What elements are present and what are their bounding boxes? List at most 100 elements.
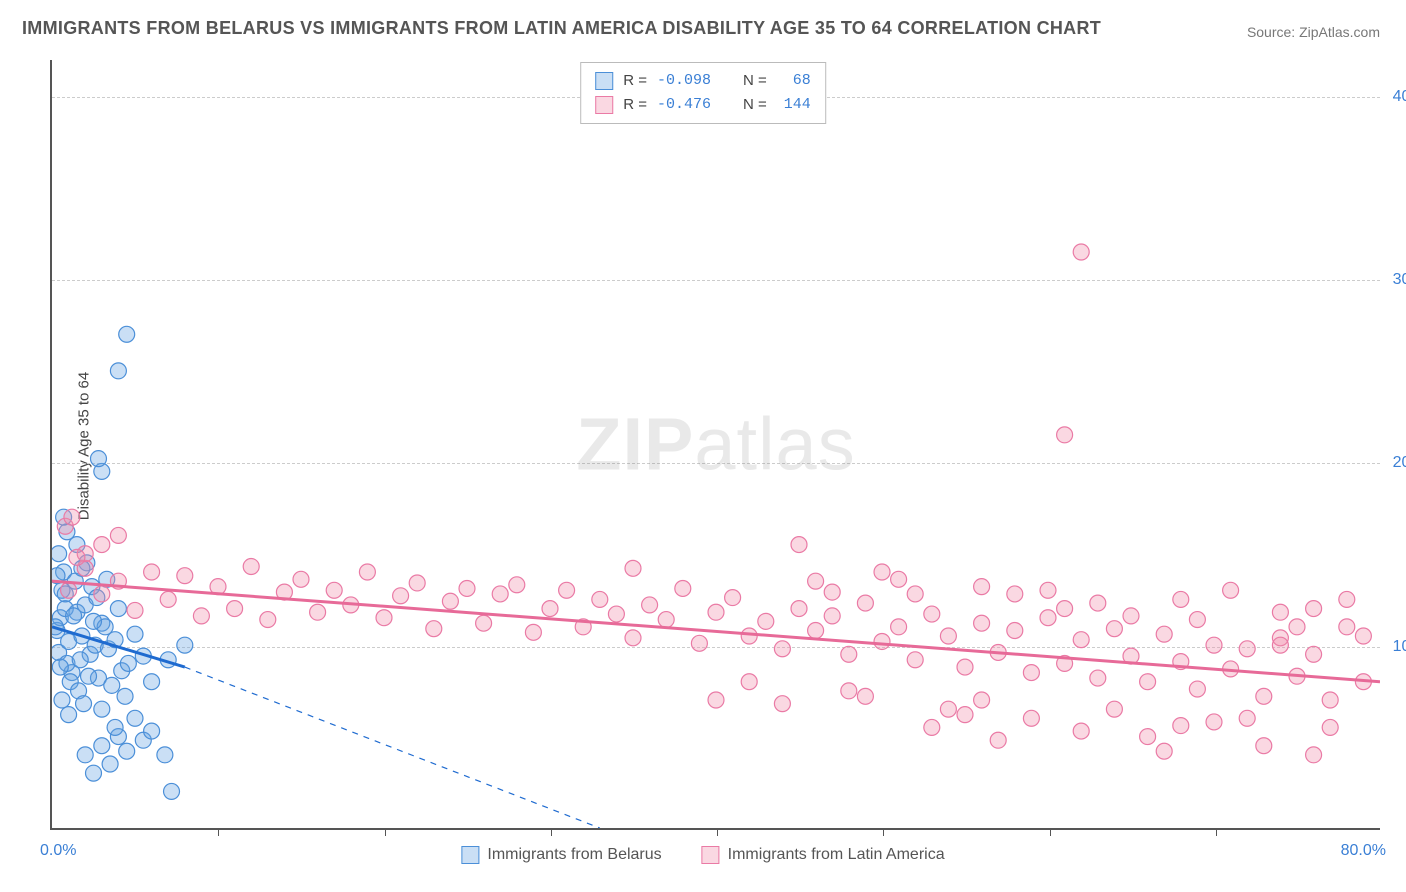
scatter-point-latin xyxy=(1289,619,1305,635)
legend-r-label: R = xyxy=(623,93,647,117)
scatter-point-latin xyxy=(1123,608,1139,624)
x-tick xyxy=(218,828,219,836)
plot-area: ZIPatlas 10.0%20.0%30.0%40.0% xyxy=(50,60,1380,830)
legend-label: Immigrants from Latin America xyxy=(728,846,945,864)
scatter-point-belarus xyxy=(94,701,110,717)
x-tick xyxy=(1050,828,1051,836)
scatter-point-latin xyxy=(1306,601,1322,617)
chart-svg xyxy=(52,60,1380,828)
correlation-legend: R = -0.098 N = 68R = -0.476 N = 144 xyxy=(580,62,826,124)
scatter-point-latin xyxy=(891,619,907,635)
scatter-point-belarus xyxy=(177,637,193,653)
scatter-point-latin xyxy=(1239,710,1255,726)
scatter-point-latin xyxy=(758,613,774,629)
legend-item: Immigrants from Belarus xyxy=(461,846,661,864)
legend-swatch xyxy=(461,846,479,864)
scatter-point-latin xyxy=(907,586,923,602)
legend-r-value: -0.098 xyxy=(657,69,711,93)
series-legend: Immigrants from Belarus Immigrants from L… xyxy=(461,846,944,864)
scatter-point-latin xyxy=(525,624,541,640)
scatter-point-latin xyxy=(791,601,807,617)
scatter-point-latin xyxy=(625,560,641,576)
scatter-point-latin xyxy=(808,623,824,639)
scatter-point-latin xyxy=(1173,591,1189,607)
scatter-point-latin xyxy=(708,692,724,708)
legend-n-label: N = xyxy=(743,69,767,93)
scatter-point-latin xyxy=(144,564,160,580)
scatter-point-belarus xyxy=(52,659,68,675)
legend-row: R = -0.476 N = 144 xyxy=(595,93,811,117)
scatter-point-belarus xyxy=(104,677,120,693)
x-tick xyxy=(1216,828,1217,836)
scatter-point-latin xyxy=(741,628,757,644)
scatter-point-latin xyxy=(310,604,326,620)
legend-r-value: -0.476 xyxy=(657,93,711,117)
scatter-point-latin xyxy=(1106,701,1122,717)
scatter-point-latin xyxy=(1272,604,1288,620)
scatter-point-latin xyxy=(1173,718,1189,734)
scatter-point-belarus xyxy=(127,710,143,726)
scatter-point-latin xyxy=(725,590,741,606)
scatter-point-latin xyxy=(1355,628,1371,644)
scatter-point-latin xyxy=(658,612,674,628)
legend-item: Immigrants from Latin America xyxy=(702,846,945,864)
scatter-point-belarus xyxy=(86,613,102,629)
scatter-point-latin xyxy=(1007,623,1023,639)
scatter-point-belarus xyxy=(90,451,106,467)
scatter-point-latin xyxy=(1306,747,1322,763)
scatter-point-latin xyxy=(774,696,790,712)
scatter-point-latin xyxy=(1322,692,1338,708)
scatter-point-latin xyxy=(542,601,558,617)
scatter-point-latin xyxy=(260,612,276,628)
scatter-point-latin xyxy=(1023,710,1039,726)
scatter-point-latin xyxy=(841,646,857,662)
scatter-point-latin xyxy=(824,584,840,600)
scatter-point-latin xyxy=(791,537,807,553)
scatter-point-latin xyxy=(509,577,525,593)
scatter-point-latin xyxy=(708,604,724,620)
scatter-point-latin xyxy=(1223,582,1239,598)
x-tick xyxy=(883,828,884,836)
scatter-point-latin xyxy=(177,568,193,584)
scatter-point-latin xyxy=(1073,632,1089,648)
scatter-point-latin xyxy=(64,509,80,525)
scatter-point-latin xyxy=(741,674,757,690)
scatter-point-latin xyxy=(127,602,143,618)
legend-swatch xyxy=(595,96,613,114)
x-axis-tick-end: 80.0% xyxy=(1341,842,1386,860)
scatter-point-latin xyxy=(907,652,923,668)
scatter-point-belarus xyxy=(107,719,123,735)
scatter-point-latin xyxy=(625,630,641,646)
legend-row: R =-0.098N =68 xyxy=(595,69,811,93)
scatter-point-latin xyxy=(1256,688,1272,704)
scatter-point-belarus xyxy=(102,756,118,772)
scatter-point-latin xyxy=(1206,714,1222,730)
legend-n-value: 144 xyxy=(777,93,811,117)
scatter-point-belarus xyxy=(127,626,143,642)
scatter-point-latin xyxy=(1189,681,1205,697)
scatter-point-latin xyxy=(1023,665,1039,681)
scatter-point-latin xyxy=(1073,723,1089,739)
scatter-point-belarus xyxy=(144,674,160,690)
scatter-point-latin xyxy=(642,597,658,613)
scatter-point-latin xyxy=(924,719,940,735)
scatter-point-latin xyxy=(1156,743,1172,759)
scatter-point-belarus xyxy=(94,738,110,754)
scatter-point-latin xyxy=(1256,738,1272,754)
scatter-point-latin xyxy=(243,559,259,575)
legend-n-value: 68 xyxy=(777,69,811,93)
scatter-point-latin xyxy=(409,575,425,591)
legend-n-label: N = xyxy=(743,93,767,117)
scatter-point-latin xyxy=(326,582,342,598)
scatter-point-latin xyxy=(1339,619,1355,635)
x-tick xyxy=(385,828,386,836)
scatter-point-latin xyxy=(193,608,209,624)
scatter-point-latin xyxy=(1272,637,1288,653)
scatter-point-belarus xyxy=(77,747,93,763)
scatter-point-latin xyxy=(924,606,940,622)
scatter-point-latin xyxy=(69,549,85,565)
scatter-point-latin xyxy=(1057,601,1073,617)
scatter-point-latin xyxy=(110,527,126,543)
scatter-point-belarus xyxy=(61,707,77,723)
legend-swatch xyxy=(595,72,613,90)
